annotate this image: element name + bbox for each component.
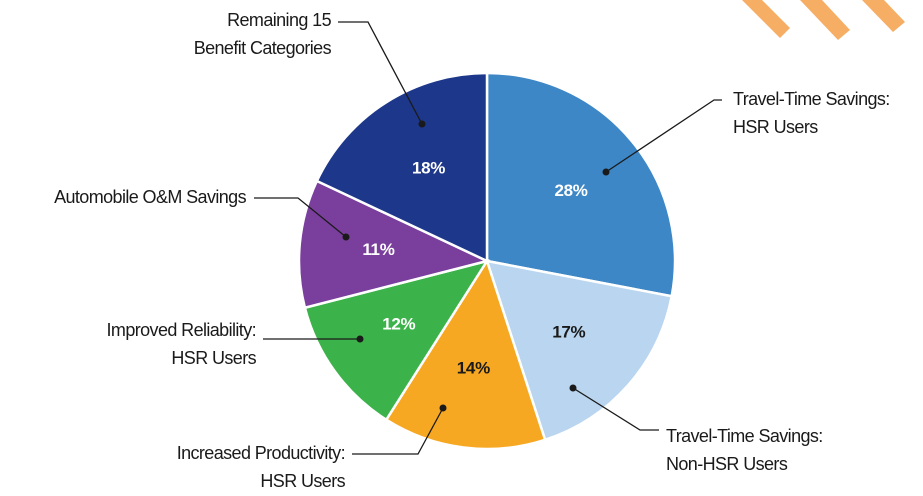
pie-slice [303, 259, 490, 422]
leader-line [254, 197, 347, 238]
value-label: 14% [457, 359, 490, 378]
slice-label: HSR Users [733, 117, 818, 137]
pie-slice [315, 71, 489, 263]
slice-label: Remaining 15 [227, 10, 331, 30]
pie-slice [297, 179, 491, 310]
pie-slice [485, 71, 677, 298]
slice-label: HSR Users [260, 471, 345, 491]
leader-dot [356, 335, 364, 343]
leader-line [338, 21, 423, 125]
leader-dot [602, 168, 610, 176]
leader-line [605, 99, 722, 173]
slice-label: Travel-Time Savings: [666, 426, 823, 446]
decor-chevron [742, 0, 790, 38]
value-label: 28% [554, 181, 587, 200]
pie-slice [384, 258, 547, 451]
slice-label: Benefit Categories [194, 38, 332, 58]
slice-label: HSR Users [171, 348, 256, 368]
value-label: 12% [382, 315, 415, 334]
slice-label: Improved Reliability: [107, 320, 256, 340]
value-label: 18% [412, 158, 445, 177]
leader-dot [439, 404, 447, 412]
leader-dot [418, 120, 426, 128]
value-label: 11% [362, 240, 394, 259]
leader-dot [342, 233, 350, 241]
decoration [742, 0, 905, 40]
leader-dot [569, 384, 577, 392]
decor-chevron [800, 0, 850, 40]
value-label: 17% [552, 323, 585, 342]
slice-label: Travel-Time Savings: [733, 89, 890, 109]
leader-line [572, 387, 659, 431]
pie-slice [485, 259, 674, 442]
slice-label: Increased Productivity: [177, 443, 345, 463]
leader-line [352, 407, 444, 455]
slice-label: Automobile O&M Savings [54, 187, 246, 207]
slice-label: Non-HSR Users [666, 454, 788, 474]
decor-chevron [862, 0, 905, 32]
